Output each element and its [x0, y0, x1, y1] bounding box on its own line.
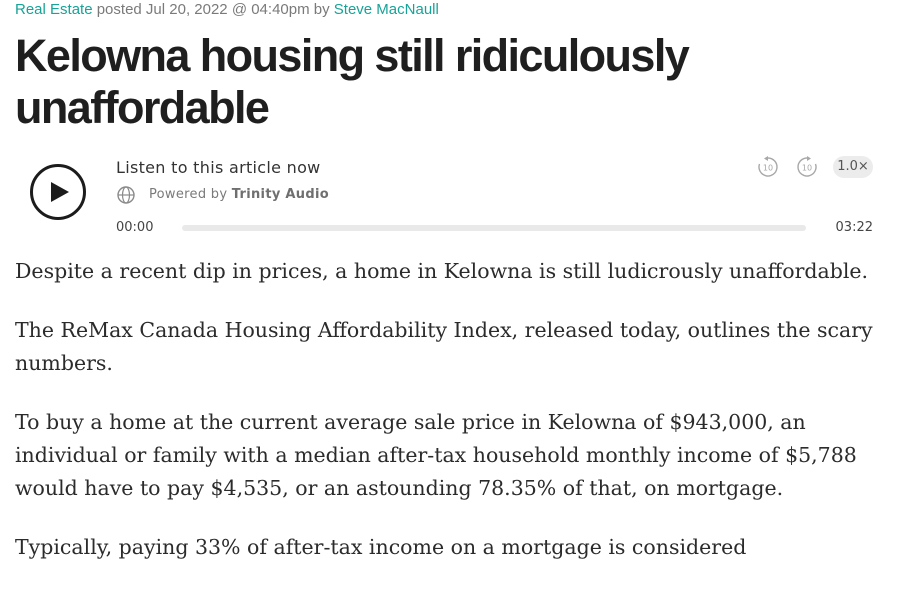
- total-time: 03:22: [835, 220, 873, 235]
- article-paragraph: To buy a home at the current average sal…: [15, 410, 857, 500]
- powered-by-label: Powered by: [149, 187, 228, 202]
- category-link[interactable]: Real Estate: [15, 1, 93, 18]
- play-button[interactable]: [30, 164, 86, 220]
- player-title: Listen to this article now: [116, 158, 321, 177]
- powered-by: Powered by Trinity Audio: [149, 187, 329, 202]
- article-paragraph: The ReMax Canada Housing Affordability I…: [15, 318, 873, 375]
- trinity-audio-link[interactable]: Trinity Audio: [231, 187, 329, 202]
- posted-date: posted Jul 20, 2022 @ 04:40pm by: [96, 1, 330, 18]
- author-link[interactable]: Steve MacNaull: [333, 1, 439, 18]
- audio-player: Listen to this article now Powered by Tr…: [0, 150, 900, 250]
- progress-bar[interactable]: [182, 225, 806, 231]
- article-byline: Real Estate posted Jul 20, 2022 @ 04:40p…: [15, 1, 439, 18]
- article-paragraph: Despite a recent dip in prices, a home i…: [15, 259, 869, 283]
- article-headline: Kelowna housing still ridiculously unaff…: [15, 30, 690, 133]
- current-time: 00:00: [116, 220, 154, 235]
- article-body: Despite a recent dip in prices, a home i…: [15, 255, 895, 590]
- play-icon: [51, 182, 69, 202]
- rewind-10-label: 10: [763, 164, 773, 173]
- forward-10-label: 10: [802, 164, 812, 173]
- playback-speed-button[interactable]: 1.0×: [833, 156, 873, 178]
- article-paragraph: Typically, paying 33% of after-tax incom…: [15, 535, 747, 559]
- rewind-10-icon[interactable]: 10: [757, 156, 779, 178]
- forward-10-icon[interactable]: 10: [796, 156, 818, 178]
- globe-icon: [117, 186, 135, 204]
